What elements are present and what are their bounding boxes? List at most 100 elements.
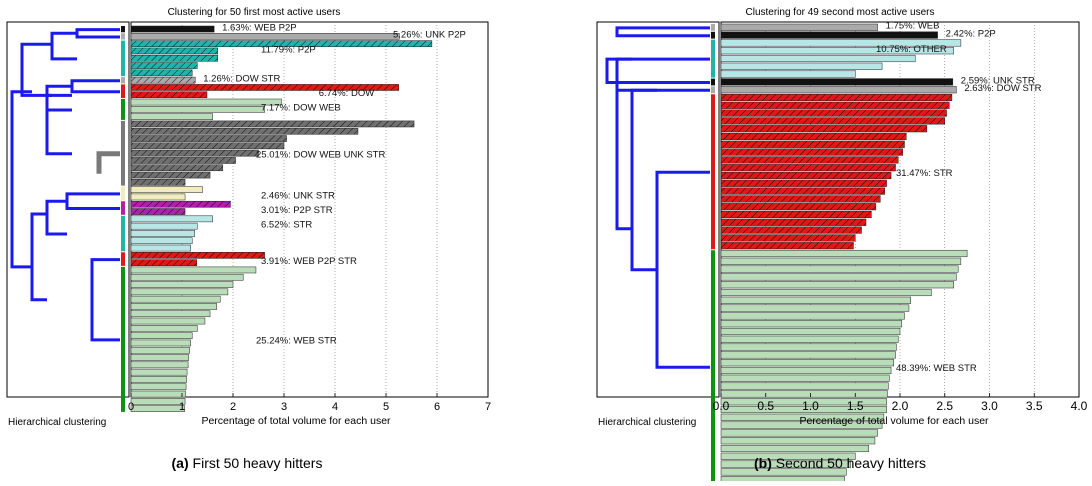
panel-b-bars: [720, 23, 968, 484]
bar-6-52-str-4: [130, 237, 193, 245]
bar-48-39-web-str-27: [720, 452, 856, 460]
panel-a-caption-prefix: (a): [172, 455, 189, 471]
bar-48-39-web-str-28: [720, 460, 852, 468]
bar-1-63-web-p2p-1: [130, 25, 215, 33]
bar-48-39-web-str-29: [720, 468, 847, 476]
cluster-label-2-46-unk-str: 2.46%: UNK STR: [261, 190, 335, 201]
bar-25-24-web-str-4: [130, 288, 229, 296]
panel-b-dendrogram-label: Hierarchical clustering: [598, 417, 696, 428]
bar-hatch: [131, 84, 399, 91]
bar-hatch: [721, 219, 866, 226]
cluster-label-31-47-str: 31.47%: STR: [896, 168, 953, 179]
x-tick-label: 0.0: [713, 399, 730, 413]
bar-48-39-web-str-14: [720, 351, 896, 359]
bar-hatch: [721, 226, 862, 234]
bar-25-24-web-str-13: [130, 354, 189, 361]
cluster-label-2-63-dow-str: 2.63%: DOW STR: [964, 83, 1041, 94]
bar-48-39-web-str-16: [720, 366, 892, 375]
bar-hatch: [131, 157, 236, 164]
bar-6-52-str-5: [130, 244, 191, 252]
panel-b-x-axis-label: Percentage of total volume for each user: [799, 415, 989, 427]
bar-hatch: [721, 187, 885, 195]
bar-25-24-web-str-1: [130, 266, 257, 274]
bar-hatch: [131, 201, 231, 208]
dendrogram-link: [45, 84, 72, 112]
dendrogram-link: [30, 212, 47, 302]
panel-a-dendrogram-label: Hierarchical clustering: [8, 417, 106, 428]
dendrogram-link: [655, 170, 710, 369]
bar-25-24-web-str-16: [130, 376, 187, 383]
cluster-label-11-79-p2p: 11.79%: P2P: [261, 44, 316, 55]
bar-7-17-dow-web-3: [130, 113, 213, 120]
bar-48-39-web-str-21: [720, 405, 887, 414]
bar-25-24-web-str-20: [130, 405, 185, 412]
panel-a-x-axis-label: Percentage of total volume for each user: [201, 415, 391, 427]
bar-hatch: [721, 109, 947, 117]
bar-6-52-str-1: [130, 215, 213, 223]
bar-hatch: [721, 242, 854, 249]
cluster-label-2-42-p2p: 2.42%: P2P: [946, 28, 996, 39]
x-tick-label: 2.5: [936, 399, 953, 413]
bar-hatch: [721, 141, 905, 148]
bar-25-24-web-str-12: [130, 346, 190, 354]
x-tick-label: 2.0: [892, 399, 909, 413]
bar-48-39-web-str-20: [720, 398, 887, 406]
dendrogram-link: [615, 57, 632, 231]
bar-10-75-other-2: [720, 47, 954, 55]
bar-10-75-other-3: [720, 54, 916, 63]
bar-48-39-web-str-9: [720, 312, 905, 320]
panel-b-dendrogram: [605, 24, 715, 484]
bar-48-39-web-str-22: [720, 413, 885, 421]
bar-25-24-web-str-14: [130, 361, 189, 369]
bar-hatch: [721, 195, 881, 203]
bar-48-39-web-str-30: [720, 476, 845, 484]
x-tick-label: 5: [383, 401, 389, 413]
bar-hatch: [131, 62, 198, 69]
bar-hatch: [131, 128, 358, 135]
bar-48-39-web-str-6: [720, 288, 932, 297]
bar-48-39-web-str-4: [720, 273, 957, 281]
bar-hatch: [721, 172, 892, 179]
bar-6-52-str-2: [130, 222, 198, 230]
bar-25-24-web-str-9: [130, 325, 198, 332]
panel-b-cluster-labels: 1.75%: WEB 2.42%: P2P 10.75%: OTHER 2.59%: …: [876, 21, 1042, 374]
bar-48-39-web-str-24: [720, 429, 878, 437]
bar-hatch: [721, 148, 903, 156]
bar-hatch: [131, 164, 223, 171]
bar-25-24-web-str-3: [130, 281, 234, 288]
bar-2-59-unk-str-1: [720, 78, 954, 86]
bar-48-39-web-str-23: [720, 421, 883, 429]
cluster-label-1-75-web: 1.75%: WEB: [886, 21, 940, 32]
bar-25-24-web-str-8: [130, 317, 206, 325]
bar-10-75-other-1: [720, 39, 962, 47]
bar-hatch: [131, 179, 186, 186]
bar-2-42-p2p-1: [720, 31, 938, 39]
bar-hatch: [721, 203, 876, 210]
panel-b-x-ticks: 0.0 0.5 1.0 1.5 2.0 2.5 3.0 3.5 4.0: [713, 393, 1088, 413]
bar-hatch: [131, 40, 432, 47]
bar-hatch: [721, 125, 927, 132]
dendrogram-link: [45, 199, 67, 236]
panel-b-caption: (b) Second 50 heavy hitters: [754, 455, 926, 471]
bar-6-52-str-3: [130, 230, 195, 237]
bar-hatch: [721, 117, 945, 125]
x-tick-label: 3.0: [981, 399, 998, 413]
bar-48-39-web-str-2: [720, 257, 962, 265]
x-tick-label: 1.5: [847, 399, 864, 413]
bar-48-39-web-str-18: [720, 382, 889, 390]
bar-hatch: [131, 120, 415, 127]
x-tick-label: 0: [128, 401, 134, 413]
bar-25-24-web-str-11: [130, 339, 191, 347]
bar-hatch: [131, 252, 265, 259]
bar-hatch: [721, 164, 896, 171]
cluster-label-1-63-web-p2p: 1.63%: WEB P2P: [222, 22, 296, 33]
x-tick-label: 3.5: [1026, 399, 1043, 413]
bar-48-39-web-str-25: [720, 437, 876, 445]
bar-48-39-web-str-1: [720, 249, 968, 258]
bar-hatch: [721, 133, 907, 140]
bar-hatch: [721, 234, 856, 242]
cluster-label-25-24-web-str: 25.24%: WEB STR: [256, 336, 337, 347]
bar-25-24-web-str-19: [130, 398, 186, 405]
